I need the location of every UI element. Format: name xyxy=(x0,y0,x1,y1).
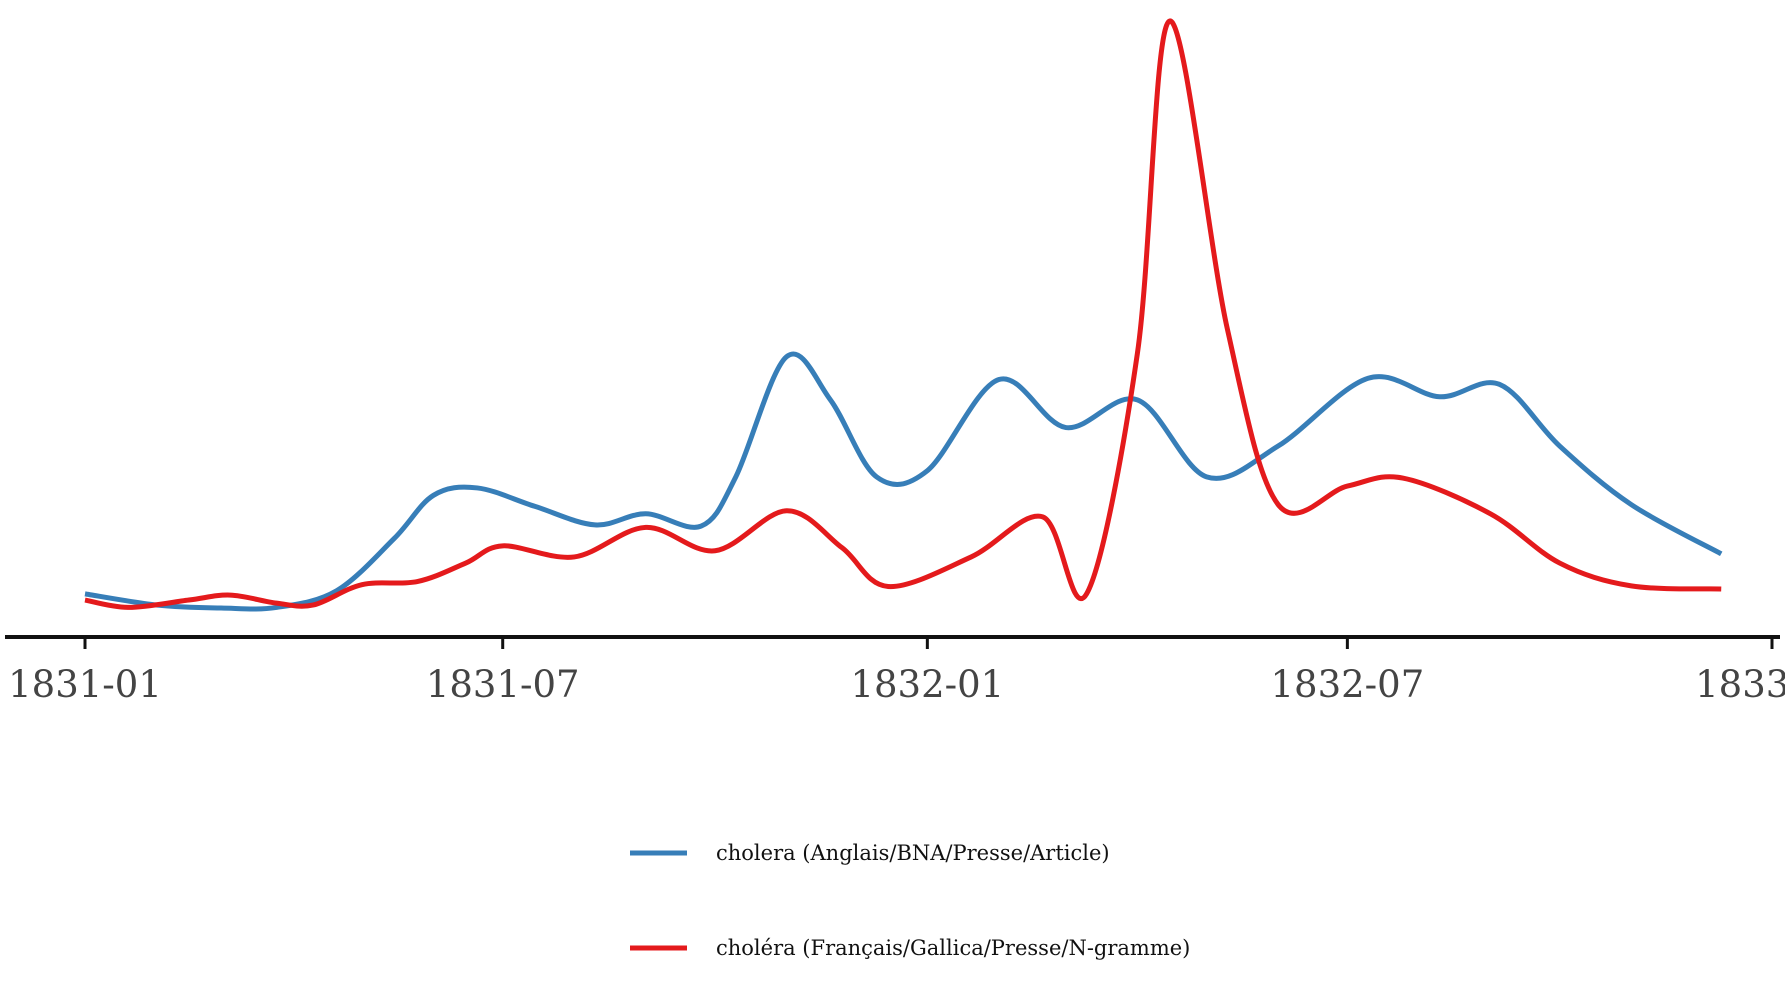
x-tick-label: 1831-01 xyxy=(8,663,162,706)
series-line-0 xyxy=(84,351,1723,612)
plot-area xyxy=(84,18,1723,612)
legend: cholera (Anglais/BNA/Presse/Article) chol… xyxy=(630,841,1190,960)
x-tick-label: 1833-01 xyxy=(1695,663,1785,706)
x-axis-ticks: 1831-01 1831-07 1832-01 1832-07 1833-01 xyxy=(8,637,1785,706)
series-line-1 xyxy=(84,18,1722,610)
legend-label-1: choléra (Français/Gallica/Presse/N-gramm… xyxy=(716,936,1190,960)
x-tick-label: 1832-07 xyxy=(1270,663,1424,706)
x-tick-label: 1831-07 xyxy=(426,663,580,706)
legend-label-0: cholera (Anglais/BNA/Presse/Article) xyxy=(716,841,1110,865)
x-tick-label: 1832-01 xyxy=(850,663,1004,706)
